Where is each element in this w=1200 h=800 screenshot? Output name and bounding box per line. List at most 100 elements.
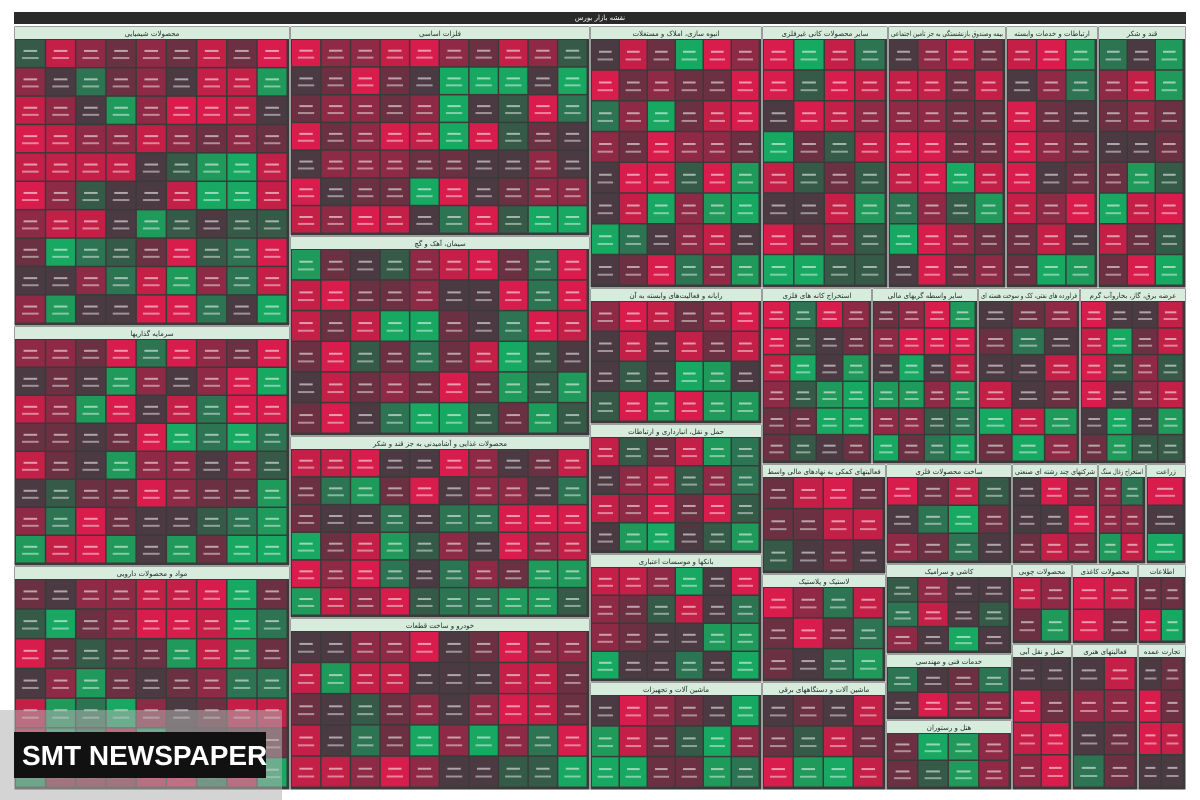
tile-label	[771, 551, 785, 554]
stock-tile	[380, 67, 409, 94]
sector-header	[15, 567, 289, 579]
stock-tile	[620, 596, 647, 623]
tile-label	[739, 143, 752, 146]
stock-tile	[764, 70, 793, 100]
tile-change	[297, 681, 315, 684]
stock-tile	[321, 663, 350, 693]
stock-tile	[1107, 435, 1132, 461]
stock-tile	[918, 40, 946, 70]
stock-tile	[558, 178, 587, 205]
tile-label	[1107, 143, 1120, 146]
tile-change	[173, 627, 190, 630]
stock-tile	[136, 238, 166, 266]
tile-label	[1020, 418, 1036, 420]
tile-label	[599, 266, 612, 269]
tile-label	[801, 598, 815, 601]
stock-tile	[351, 632, 380, 662]
tile-label	[925, 112, 939, 115]
tile-label	[1081, 766, 1096, 769]
tile-change	[564, 299, 581, 302]
tile-change	[653, 612, 669, 615]
tile-label	[1139, 391, 1151, 394]
tile-label	[265, 248, 279, 251]
tile-label	[114, 517, 128, 520]
tile-label	[1074, 50, 1088, 53]
tile-change	[625, 212, 641, 215]
stock-tile	[918, 255, 946, 285]
stock-tile	[648, 101, 675, 131]
stock-tile	[825, 255, 854, 285]
tile-label	[861, 488, 875, 491]
tile-change	[82, 199, 100, 202]
tile-change	[1072, 273, 1089, 276]
stock-tile	[76, 580, 106, 609]
stock-tile	[528, 632, 557, 662]
tile-change	[22, 552, 39, 555]
tile-label	[477, 215, 491, 218]
tile-change	[625, 540, 641, 543]
tile-label	[771, 598, 785, 601]
tile-label	[599, 577, 612, 580]
tile-change	[203, 496, 220, 499]
tile-label	[1088, 391, 1100, 394]
stock-tile	[843, 328, 869, 354]
stock-tile	[592, 438, 619, 465]
tile-label	[897, 112, 910, 115]
tile-label	[905, 444, 918, 447]
tile-label	[329, 132, 343, 135]
stock-tile	[167, 125, 196, 153]
tile-change	[445, 195, 463, 198]
stock-tile	[321, 178, 350, 205]
tile-label	[536, 459, 550, 462]
stock-tile	[592, 392, 619, 421]
stock-tile	[528, 450, 557, 477]
tile-change	[263, 657, 281, 660]
tile-label	[905, 364, 918, 367]
tile-label	[536, 105, 550, 108]
tile-change	[830, 637, 847, 640]
tile-change	[737, 668, 753, 671]
stock-tile	[825, 224, 854, 254]
tile-label	[1048, 515, 1061, 518]
tile-change	[625, 584, 641, 587]
tile-label	[1163, 235, 1176, 238]
stock-tile	[648, 726, 675, 756]
tile-label	[84, 620, 98, 623]
tile-label	[447, 322, 461, 325]
tile-label	[265, 679, 279, 682]
tile-change	[22, 686, 39, 689]
tile-change	[1013, 119, 1030, 122]
stock-tile	[106, 669, 136, 698]
tile-change	[445, 167, 463, 170]
tile-change	[52, 255, 69, 258]
tile-label	[114, 377, 128, 380]
stock-tile	[380, 505, 409, 532]
tile-change	[1072, 119, 1089, 122]
stock-tile	[106, 480, 136, 507]
tile-change	[534, 421, 551, 424]
tile-label	[954, 235, 967, 238]
stock-tile	[1008, 193, 1036, 223]
tile-label	[599, 235, 612, 238]
tile-change	[795, 344, 811, 347]
sector-name: بیمه وصندوق بازنشستگی به جز تامین اجتماع…	[891, 29, 1003, 38]
tile-change	[800, 667, 817, 670]
tile-change	[597, 640, 613, 643]
sector-name: کاشی و سرامیک	[925, 568, 974, 576]
stock-tile	[676, 624, 703, 651]
tile-change	[386, 56, 403, 59]
tile-change	[386, 299, 403, 302]
tile-change	[297, 56, 315, 59]
tile-change	[625, 483, 641, 486]
tile-change	[737, 540, 753, 543]
tile-label	[1049, 766, 1062, 769]
tile-label	[388, 598, 402, 601]
stock-tile	[980, 328, 1012, 354]
tile-label	[1075, 543, 1088, 546]
tile-change	[1080, 742, 1098, 745]
tile-label	[988, 418, 1003, 420]
tile-label	[802, 235, 816, 238]
tile-label	[956, 515, 971, 518]
sector: محصولات شیمیایی	[13, 25, 291, 327]
sector: فلزات اساسی	[289, 25, 591, 237]
